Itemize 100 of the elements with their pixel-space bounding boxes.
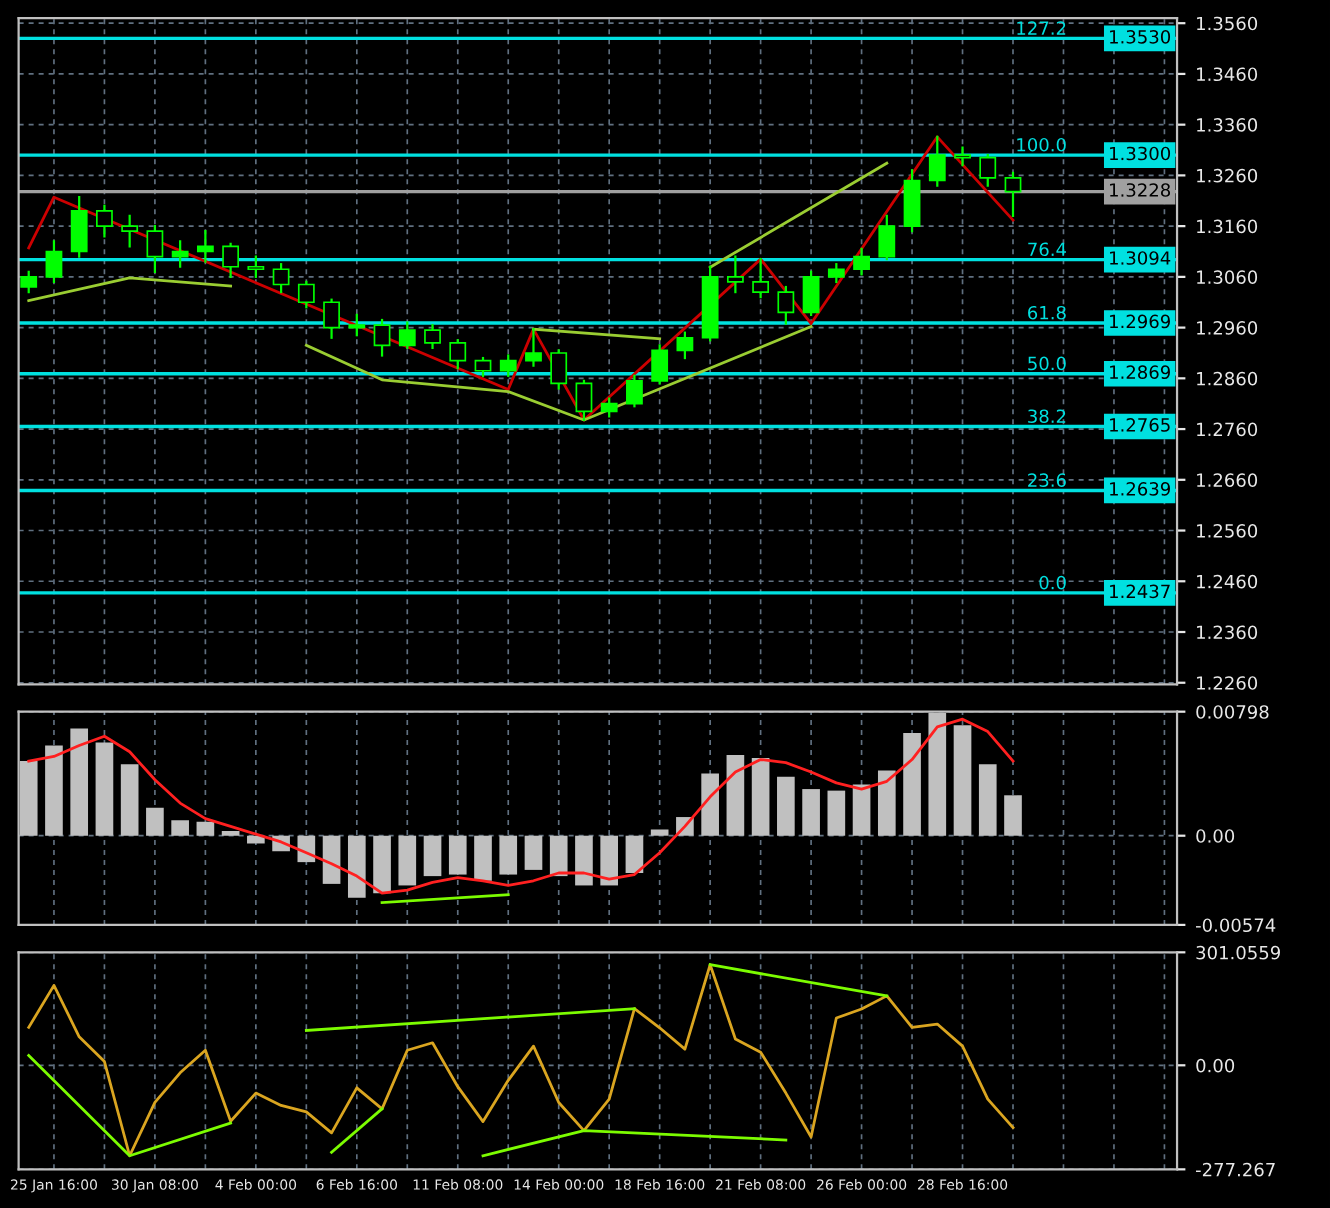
annotation: 50.0	[1028, 356, 1066, 371]
annotation: 38.2	[1028, 409, 1066, 424]
y-tick-label: 0.00	[1196, 829, 1235, 843]
bar	[726, 754, 745, 836]
candlestick	[297, 280, 315, 309]
candlestick	[575, 379, 593, 422]
candlestick	[802, 270, 820, 317]
candlestick	[1004, 171, 1022, 218]
ref-line-label: 1.3530	[1110, 30, 1171, 44]
bar	[146, 807, 164, 836]
bar	[120, 764, 139, 836]
bar	[398, 835, 417, 886]
y-tick-label: 1.3260	[1197, 168, 1258, 183]
bar	[322, 835, 341, 884]
bar	[347, 835, 366, 898]
candlestick	[777, 285, 795, 325]
candlestick	[171, 240, 189, 268]
annotation: 100.0	[1017, 137, 1066, 152]
y-tick-label: 1.3160	[1197, 219, 1258, 234]
candlestick	[121, 214, 139, 248]
bar	[701, 773, 719, 836]
candlestick	[726, 255, 744, 294]
y-tick-label: 1.2960	[1197, 321, 1258, 335]
bar	[423, 835, 442, 877]
bar	[196, 821, 215, 836]
bar	[474, 835, 492, 881]
y-tick-label: 301.0559	[1196, 945, 1280, 960]
candlestick	[676, 331, 694, 360]
bar	[777, 776, 795, 836]
ref-line-label: 1.2437	[1110, 584, 1170, 599]
y-tick-label: 1.2360	[1197, 625, 1258, 640]
line-series	[27, 717, 1015, 895]
ref-line-label: 1.3094	[1110, 251, 1171, 265]
annotation: 76.4	[1028, 242, 1066, 257]
candlestick	[373, 318, 391, 357]
candlestick	[96, 204, 113, 238]
bar	[978, 764, 997, 836]
bar	[171, 820, 189, 836]
candlestick	[525, 328, 542, 367]
line-series	[304, 325, 813, 422]
bar	[1004, 795, 1022, 836]
candlestick	[853, 247, 870, 276]
candlestick	[424, 323, 441, 350]
candlestick	[196, 230, 214, 263]
y-tick-label: 1.2660	[1197, 473, 1258, 487]
bar	[499, 835, 518, 875]
line-series	[27, 963, 1015, 1158]
candlestick	[878, 214, 896, 261]
candlestick	[323, 298, 340, 339]
candlestick	[499, 354, 517, 377]
y-tick-label: -277.267	[1195, 1162, 1275, 1177]
ref-line-label: 1.3300	[1110, 146, 1171, 161]
candlestick	[928, 135, 946, 187]
bar	[650, 829, 669, 836]
y-tick-label: 0.00	[1196, 1058, 1235, 1073]
candlestick	[146, 225, 164, 273]
candlestick	[449, 339, 467, 370]
bar	[903, 733, 921, 836]
candlestick	[398, 321, 416, 350]
y-tick-label: 1.2260	[1197, 676, 1258, 690]
line-series	[27, 135, 1015, 422]
candlestick	[45, 240, 63, 284]
bar	[549, 835, 568, 877]
y-tick-label: 1.3560	[1197, 16, 1258, 31]
bar	[827, 790, 846, 836]
candlestick	[954, 146, 971, 167]
annotation: 61.8	[1028, 305, 1066, 320]
candlestick	[550, 349, 568, 390]
y-tick-label: 1.2560	[1197, 524, 1258, 538]
bar	[95, 742, 114, 836]
y-tick-label: 1.3460	[1197, 67, 1258, 82]
bar	[524, 835, 543, 870]
candlestick	[903, 169, 921, 233]
candlestick	[222, 242, 240, 278]
ref-line-label: 1.2869	[1110, 365, 1170, 380]
bar	[70, 728, 89, 836]
candlestick	[247, 255, 265, 278]
bar	[45, 745, 63, 836]
y-tick-label: 1.2860	[1197, 371, 1258, 386]
ref-line-label: 1.2765	[1110, 418, 1170, 432]
bar	[751, 757, 770, 836]
bar	[802, 789, 820, 836]
y-tick-label: 1.3360	[1197, 118, 1258, 132]
bar	[600, 835, 619, 886]
y-tick-label: 1.3060	[1197, 270, 1258, 284]
y-tick-label: 1.2460	[1197, 574, 1258, 589]
bar	[448, 835, 467, 875]
bar	[877, 770, 896, 836]
annotation: 0.0	[1039, 575, 1066, 590]
y-tick-label: 0.00798	[1196, 705, 1269, 719]
ref-line-label: 1.2639	[1110, 482, 1170, 496]
bar	[373, 835, 391, 894]
ref-line-label: 1.2969	[1110, 314, 1170, 329]
candlestick	[626, 374, 643, 408]
candlestick	[752, 258, 770, 299]
annotation: 127.2	[1017, 21, 1066, 35]
ref-line-label: 1.3228	[1110, 183, 1171, 197]
annotation: 23.6	[1028, 473, 1066, 487]
candlestick	[651, 344, 669, 385]
candlestick	[272, 263, 290, 294]
